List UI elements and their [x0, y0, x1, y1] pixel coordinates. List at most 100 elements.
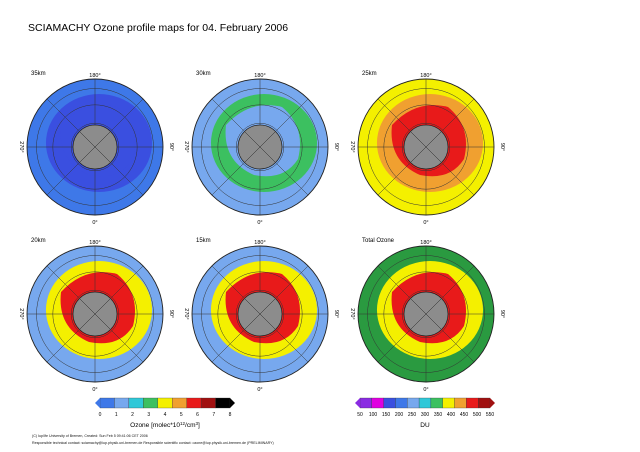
colorbar-swatch: [186, 397, 202, 409]
colorbar-swatch: [442, 397, 455, 409]
lon-label-right: 90°: [168, 143, 174, 151]
lon-label-right: 90°: [333, 143, 339, 151]
polar-map-1: 30km 180° 0° 90° 270°: [183, 71, 339, 226]
lon-label-left: 270°: [18, 141, 24, 152]
meridian-line: [79, 131, 111, 163]
panel-label: 25km: [362, 71, 377, 77]
map-border: [357, 245, 495, 383]
lon-label-top: 180°: [420, 240, 431, 246]
colorbar-tick-label: 7: [212, 412, 215, 418]
lon-label-left: 270°: [18, 308, 24, 319]
colorbar-tick-label: 200: [395, 412, 404, 418]
map-border: [191, 78, 329, 216]
colorbar-tick-label: 300: [421, 412, 430, 418]
lon-label-left: 270°: [183, 141, 189, 152]
polar-map-3: 20km 180° 0° 90° 270°: [18, 238, 174, 393]
lon-label-bottom: 0°: [423, 387, 428, 393]
colorbar-tick-label: 100: [369, 412, 378, 418]
colorbar-swatch: [172, 397, 187, 409]
lon-label-bottom: 0°: [92, 220, 97, 226]
colorbar-tick-label: 500: [473, 412, 482, 418]
lon-label-right: 90°: [168, 310, 174, 318]
panel-label: 20km: [31, 238, 46, 244]
polar-map-0: 35km 180° 0° 90° 270°: [18, 71, 174, 226]
colorbar-tick-label: 450: [460, 412, 469, 418]
colorbar-tick-label: 1: [115, 412, 118, 418]
colorbar-tick-label: 8: [229, 412, 232, 418]
meridian-line: [244, 298, 276, 330]
colorbar-swatch: [128, 397, 144, 409]
lon-label-top: 180°: [420, 73, 431, 79]
meridian-line: [79, 298, 111, 330]
map-border: [357, 78, 495, 216]
colorbar-arrow-high: [490, 398, 495, 408]
lon-label-left: 270°: [349, 308, 355, 319]
lon-label-right: 90°: [499, 310, 505, 318]
map-border: [191, 245, 329, 383]
colorbar-swatch: [478, 397, 491, 409]
colorbar-tick-label: 5: [180, 412, 183, 418]
lon-label-bottom: 0°: [423, 220, 428, 226]
polar-map-2: 25km 180° 0° 90° 270°: [349, 71, 505, 226]
map-border: [26, 245, 164, 383]
polar-map-5: Total Ozone 180° 0° 90° 270°: [349, 238, 505, 393]
colorbar-tick-label: 550: [486, 412, 495, 418]
colorbar-tick-label: 50: [357, 412, 363, 418]
colorbar-swatch: [466, 397, 479, 409]
colorbar-swatch: [143, 397, 158, 409]
colorbar-swatch: [371, 397, 384, 409]
panel-label: 35km: [31, 71, 46, 77]
panel-label: 30km: [196, 71, 211, 77]
lon-label-top: 180°: [254, 73, 265, 79]
colorbar-tick-label: 3: [147, 412, 150, 418]
colorbar-tick-label: 2: [131, 412, 134, 418]
colorbar-arrow-high: [230, 398, 235, 408]
colorbar-arrow-low: [95, 398, 100, 408]
colorbar-swatch: [157, 397, 173, 409]
colorbar-tick-label: 400: [447, 412, 456, 418]
lon-label-top: 180°: [254, 240, 265, 246]
lon-label-left: 270°: [183, 308, 189, 319]
colorbar-tick-label: 150: [382, 412, 391, 418]
lon-label-bottom: 0°: [257, 387, 262, 393]
colorbar-swatch: [359, 397, 372, 409]
colorbar-swatch: [200, 397, 216, 409]
colorbar-swatch: [395, 397, 408, 409]
meridian-line: [410, 298, 442, 330]
panel-label: Total Ozone: [362, 238, 395, 244]
colorbar-swatch: [407, 397, 420, 409]
colorbar-swatch: [114, 397, 130, 409]
colorbar-swatch: [99, 397, 115, 409]
colorbar-swatch: [430, 397, 443, 409]
colorbar-tick-label: 250: [408, 412, 417, 418]
lon-label-top: 180°: [89, 240, 100, 246]
meridian-line: [410, 131, 442, 163]
lon-label-right: 90°: [333, 310, 339, 318]
lon-label-left: 270°: [349, 141, 355, 152]
colorbar-swatch: [383, 397, 396, 409]
colorbar-tick-label: 350: [434, 412, 443, 418]
polar-map-4: 15km 180° 0° 90° 270°: [183, 238, 339, 393]
colorbar-arrow-low: [355, 398, 360, 408]
colorbar-label: Ozone [molec*1012/cm3]: [130, 421, 200, 430]
page-title: SCIAMACHY Ozone profile maps for 04. Feb…: [28, 22, 289, 34]
map-border: [26, 78, 164, 216]
lon-label-right: 90°: [499, 143, 505, 151]
colorbar-tick-label: 0: [99, 412, 102, 418]
colorbar-label: DU: [420, 422, 430, 429]
colorbar-0: 0 1 2 3 4 5 6 7 8 Ozone [molec*1012/cm3]: [95, 397, 235, 430]
colorbar-tick-label: 4: [164, 412, 167, 418]
lon-label-top: 180°: [89, 73, 100, 79]
meridian-line: [244, 131, 276, 163]
colorbar-tick-label: 6: [196, 412, 199, 418]
panel-label: 15km: [196, 238, 211, 244]
lon-label-bottom: 0°: [92, 387, 97, 393]
colorbar-swatch: [418, 397, 432, 409]
colorbar-swatch: [454, 397, 467, 409]
colorbar-1: 50 100 150 200 250 300 350 400 450 500 550 DU: [355, 397, 495, 429]
lon-label-bottom: 0°: [257, 220, 262, 226]
footer-contact: Responsible technical contact: sciamachy…: [32, 441, 274, 445]
footer-credit: (C) Iup/Ife University of Bremen, Create…: [32, 434, 148, 438]
colorbar-swatch: [215, 397, 231, 409]
